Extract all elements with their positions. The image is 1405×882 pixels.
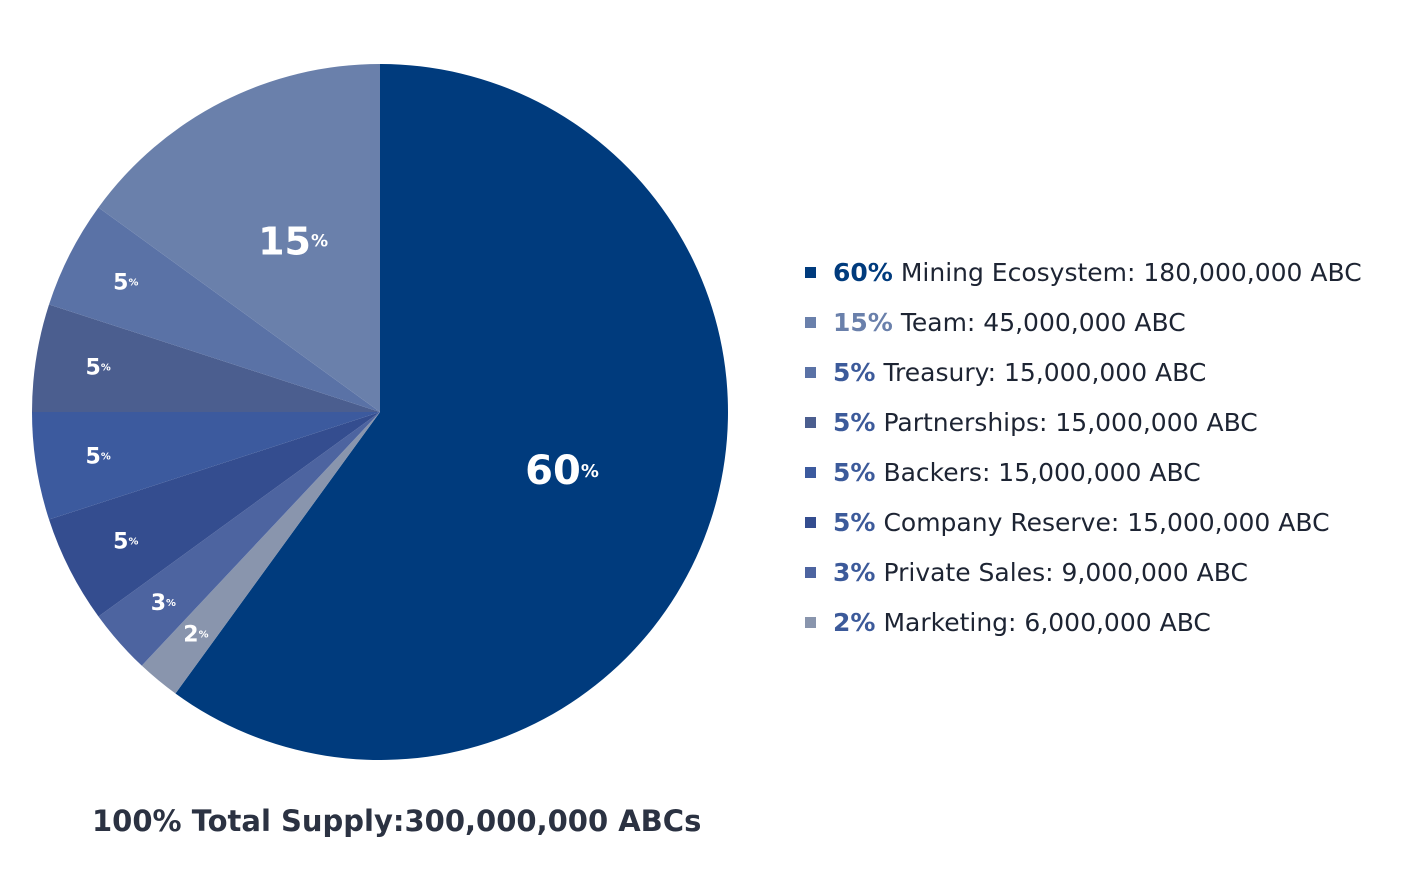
legend-percent: 2% [833, 607, 876, 637]
legend-swatch [805, 316, 816, 328]
legend-swatch [805, 566, 816, 578]
legend-text: Marketing: 6,000,000 ABC [883, 607, 1211, 637]
legend-percent: 5% [833, 357, 876, 387]
legend-swatch [805, 466, 816, 478]
pie-slice-5-4 [32, 412, 380, 520]
pie-slice-15-7 [98, 64, 380, 412]
legend-text: Private Sales: 9,000,000 ABC [883, 557, 1248, 587]
pie-slices [32, 64, 729, 760]
legend-text: Backers: 15,000,000 ABC [883, 457, 1201, 487]
legend-item: 60% Mining Ecosystem: 180,000,000 ABC [805, 247, 1362, 297]
legend-item: 5% Backers: 15,000,000 ABC [805, 447, 1362, 497]
legend-swatch [805, 616, 816, 628]
legend-text: Company Reserve: 15,000,000 ABC [883, 507, 1330, 537]
legend: 60% Mining Ecosystem: 180,000,000 ABC 15% T… [805, 247, 1362, 647]
legend-percent: 15% [833, 307, 893, 337]
pie-label-4: 5% [86, 444, 111, 469]
legend-text: Treasury: 15,000,000 ABC [883, 357, 1207, 387]
legend-percent: 3% [833, 557, 876, 587]
pie-label-5: 5% [86, 355, 111, 380]
pie-slice-labels: 60% 2% 3% 5% 5% 5% 5% 15% [86, 219, 599, 647]
pie-label-1: 2% [183, 622, 208, 647]
legend-item: 2% Marketing: 6,000,000 ABC [805, 597, 1362, 647]
legend-percent: 5% [833, 407, 876, 437]
legend-item: 3% Private Sales: 9,000,000 ABC [805, 547, 1362, 597]
legend-percent: 60% [833, 257, 893, 287]
pie-slice-60-0 [175, 64, 729, 760]
legend-swatch [805, 366, 816, 378]
pie-label-3: 5% [113, 529, 138, 554]
legend-percent: 5% [833, 457, 876, 487]
legend-item: 5% Company Reserve: 15,000,000 ABC [805, 497, 1362, 547]
legend-item: 5% Treasury: 15,000,000 ABC [805, 347, 1362, 397]
pie-chart: 60% 2% 3% 5% 5% 5% 5% 15% [32, 64, 729, 760]
pie-label-7: 15% [258, 219, 328, 263]
legend-item: 15% Team: 45,000,000 ABC [805, 297, 1362, 347]
legend-item: 5% Partnerships: 15,000,000 ABC [805, 397, 1362, 447]
legend-swatch [805, 266, 816, 278]
legend-text: Team: 45,000,000 ABC [900, 307, 1186, 337]
pie-label-0: 60% [525, 448, 599, 494]
pie-slice-5-3 [49, 412, 380, 617]
legend-text: Partnerships: 15,000,000 ABC [883, 407, 1258, 437]
total-supply-caption: 100% Total Supply:300,000,000 ABCs [92, 804, 702, 838]
pie-slice-5-5 [32, 304, 380, 412]
pie-slice-5-6 [49, 207, 380, 412]
legend-percent: 5% [833, 507, 876, 537]
legend-swatch [805, 416, 816, 428]
legend-text: Mining Ecosystem: 180,000,000 ABC [900, 257, 1362, 287]
pie-slice-3-2 [98, 412, 380, 666]
legend-swatch [805, 516, 816, 528]
pie-label-6: 5% [113, 270, 138, 295]
pie-label-2: 3% [151, 591, 176, 616]
pie-slice-2-1 [141, 412, 380, 694]
